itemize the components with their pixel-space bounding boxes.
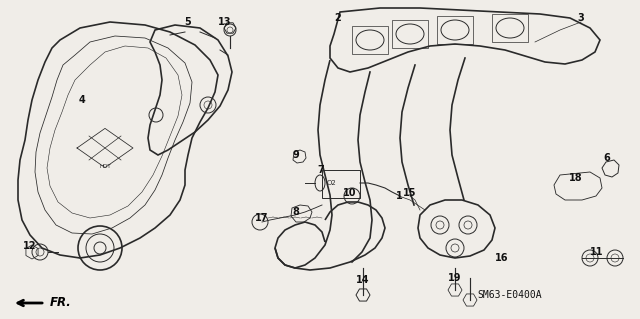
Text: 6: 6 [604,153,611,163]
Text: O2: O2 [327,180,337,186]
Text: 12: 12 [23,241,36,251]
Bar [392,20,428,48]
Text: 3: 3 [578,13,584,23]
Text: 2: 2 [335,13,341,23]
Text: 11: 11 [590,247,604,257]
Text: 14: 14 [356,275,370,285]
Text: 4: 4 [79,95,85,105]
Text: FR.: FR. [50,296,72,309]
Bar [322,170,360,198]
Text: 10: 10 [343,188,356,198]
Text: 15: 15 [403,188,417,198]
Text: 5: 5 [184,17,191,27]
Text: 13: 13 [218,17,232,27]
Bar [492,14,528,42]
Text: HOT: HOT [99,164,111,168]
Text: SM63-E0400A: SM63-E0400A [477,290,542,300]
Text: 19: 19 [448,273,461,283]
Text: 17: 17 [255,213,269,223]
Text: 16: 16 [495,253,509,263]
Bar [352,26,388,54]
Bar [437,16,473,44]
Text: 7: 7 [317,165,324,175]
Text: 9: 9 [292,150,300,160]
Text: 8: 8 [292,207,300,217]
Text: 18: 18 [569,173,583,183]
Text: 1: 1 [396,191,403,201]
